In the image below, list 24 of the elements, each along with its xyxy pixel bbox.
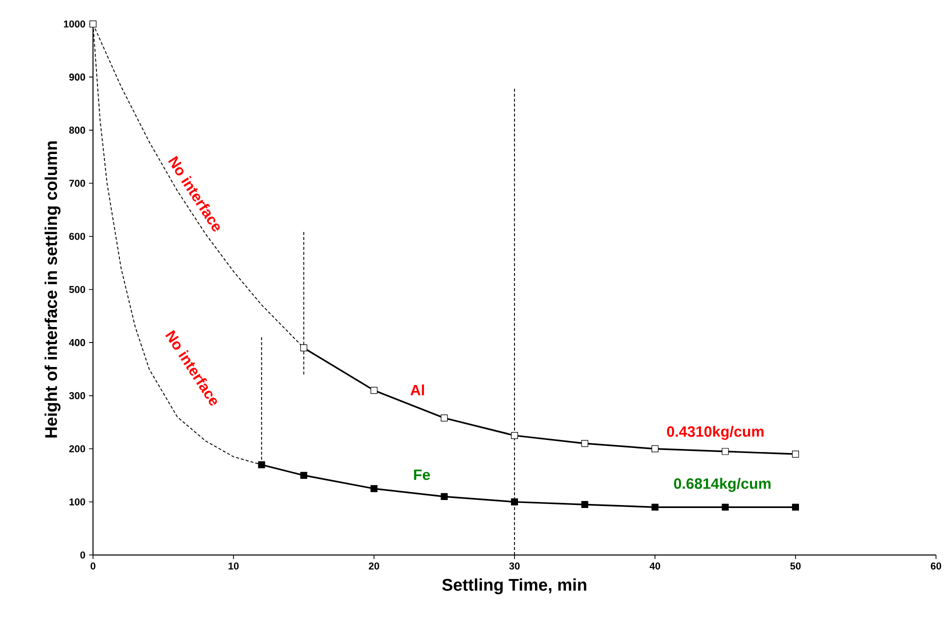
x-tick-label: 50	[790, 562, 801, 570]
y-tick-label: 700	[69, 180, 86, 187]
y-tick-label: 600	[69, 232, 86, 240]
y-tick-label: 0	[80, 551, 86, 559]
y-tick-label: 800	[69, 126, 86, 134]
x-tick-label: 20	[368, 562, 380, 570]
x-tick-label: 60	[930, 562, 942, 570]
x-tick-label: 40	[650, 562, 660, 570]
y-tick-label: 300	[69, 392, 86, 400]
annotation: 0.4310kg/cum	[667, 426, 764, 440]
x-tick-label: 10	[228, 562, 239, 570]
y-tick-label: 500	[69, 286, 86, 294]
y-tick-label: 900	[69, 74, 86, 81]
x-axis-title: Settling Time, min	[442, 578, 586, 594]
x-tick-label: 0	[90, 562, 96, 570]
y-tick-label: 100	[70, 498, 86, 506]
annotation: Al	[410, 384, 424, 396]
annotation: Fe	[414, 470, 430, 480]
y-tick-label: 1000	[64, 20, 86, 28]
annotation: 0.6814kg/cum	[674, 478, 771, 492]
y-axis-title: Height of interface in settling column	[44, 141, 60, 438]
y-tick-label: 200	[69, 445, 86, 452]
y-tick-label: 400	[69, 339, 86, 346]
x-tick-label: 30	[509, 562, 520, 570]
